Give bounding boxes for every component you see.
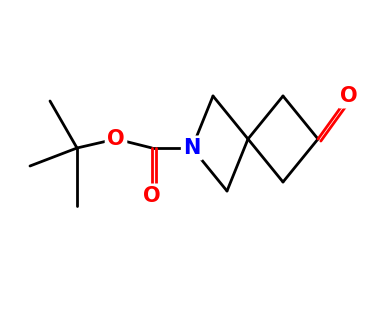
Text: O: O xyxy=(107,129,125,149)
Text: O: O xyxy=(340,86,358,106)
Text: O: O xyxy=(143,186,161,206)
Text: N: N xyxy=(183,138,201,158)
